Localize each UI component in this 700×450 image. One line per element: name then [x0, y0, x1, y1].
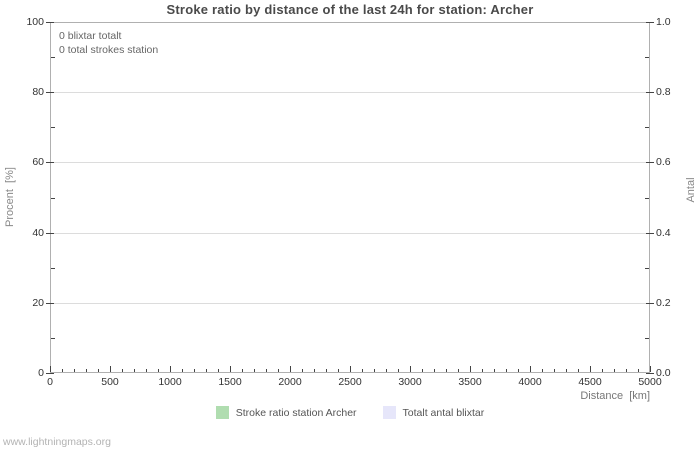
watermark: www.lightningmaps.org	[3, 436, 111, 448]
y-tick-label-left: 100	[26, 16, 44, 28]
x-tick-label: 0	[47, 376, 53, 388]
y-tick-major-left	[46, 373, 54, 374]
y-tick-major-right	[646, 373, 654, 374]
y-tick-label-left: 80	[32, 86, 44, 98]
x-tick-label: 3000	[398, 376, 422, 388]
y-tick-label-right: 0.8	[656, 86, 671, 98]
x-tick-major	[650, 366, 651, 372]
plot-area	[50, 22, 650, 373]
legend-label-stroke-ratio: Stroke ratio station Archer	[235, 406, 357, 419]
y-tick-label-left: 20	[32, 297, 44, 309]
legend-item-total-strokes: Totalt antal blixtar	[382, 406, 485, 419]
x-tick-label: 1000	[158, 376, 182, 388]
legend-item-stroke-ratio: Stroke ratio station Archer	[215, 406, 357, 419]
legend-swatch-stroke-ratio	[215, 406, 229, 419]
x-axis-label: Distance [km]	[580, 390, 650, 402]
x-tick-label: 2500	[338, 376, 362, 388]
x-tick-label: 1500	[218, 376, 242, 388]
x-tick-label: 5000	[638, 376, 662, 388]
chart-title: Stroke ratio by distance of the last 24h…	[166, 2, 534, 17]
y-tick-label-right: 1.0	[656, 16, 671, 28]
x-tick-label: 2000	[278, 376, 302, 388]
annotations: 0 blixtar totalt 0 total strokes station	[59, 29, 158, 57]
y-axis-label-left: Procent [%]	[4, 167, 16, 227]
y-tick-label-right: 0.2	[656, 297, 671, 309]
x-tick-label: 500	[101, 376, 119, 388]
y-axis-label-right: Antal	[685, 177, 697, 203]
x-tick-label: 3500	[458, 376, 482, 388]
annotation-station-strokes: 0 total strokes station	[59, 44, 159, 56]
y-tick-label-left: 0	[38, 367, 44, 379]
x-tick-label: 4500	[578, 376, 602, 388]
x-tick-label: 4000	[518, 376, 542, 388]
legend: Stroke ratio station Archer Totalt antal…	[0, 406, 700, 419]
y-tick-label-right: 0.0	[656, 367, 671, 379]
annotation-total-strokes: 0 blixtar totalt	[59, 30, 122, 42]
legend-label-total-strokes: Totalt antal blixtar	[402, 406, 485, 419]
legend-swatch-total-strokes	[382, 406, 396, 419]
